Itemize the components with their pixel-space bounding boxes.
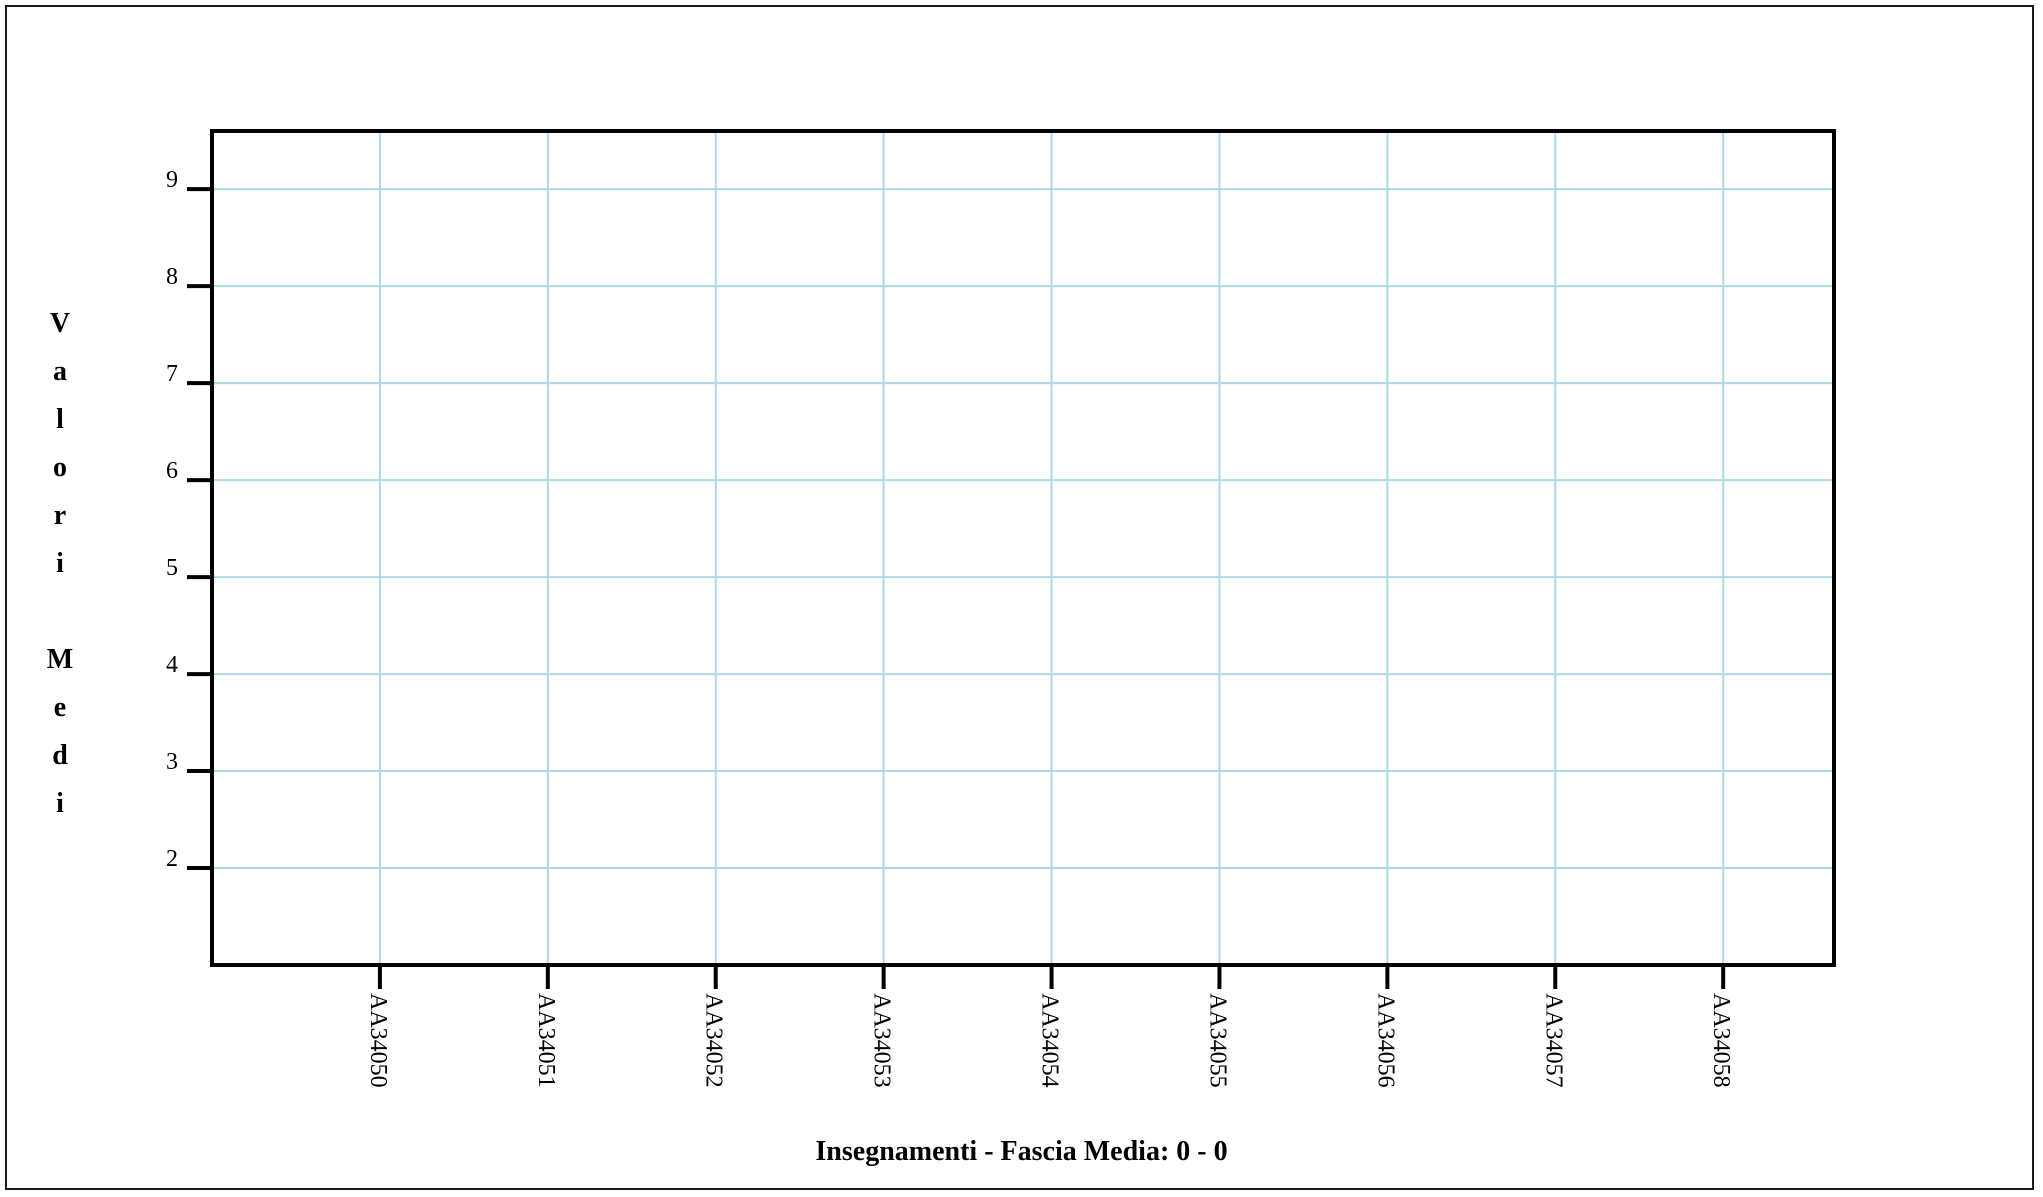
x-tick-label-AA34053: AA34053 bbox=[869, 993, 895, 1088]
y-tick-label-4: 4 bbox=[166, 652, 178, 678]
grid-lines bbox=[212, 131, 1834, 965]
plot-area-border bbox=[210, 129, 1836, 967]
x-tick-label-AA34058: AA34058 bbox=[1708, 993, 1734, 1088]
x-axis-ticks: AA34050 AA34051 AA34052 AA34053 AA34054 AA340… bbox=[365, 965, 1734, 1088]
x-tick-label-AA34051: AA34051 bbox=[533, 993, 559, 1088]
y-tick-label-9: 9 bbox=[166, 167, 178, 193]
y-axis-ticks: 2 3 4 5 6 7 8 9 bbox=[166, 167, 212, 872]
y-tick-label-3: 3 bbox=[166, 749, 178, 775]
x-tick-label-AA34052: AA34052 bbox=[701, 993, 727, 1088]
x-tick-label-AA34050: AA34050 bbox=[365, 993, 391, 1088]
y-tick-label-8: 8 bbox=[166, 264, 178, 290]
y-tick-label-2: 2 bbox=[166, 846, 178, 872]
y-tick-label-7: 7 bbox=[166, 361, 178, 387]
y-axis-label: V a l o r i M e d i bbox=[46, 308, 74, 819]
x-tick-label-AA34056: AA34056 bbox=[1372, 993, 1398, 1088]
y-tick-label-6: 6 bbox=[166, 458, 178, 484]
y-tick-label-5: 5 bbox=[166, 555, 178, 581]
x-axis-label: Insegnamenti - Fascia Media: 0 - 0 bbox=[815, 1136, 1228, 1167]
x-tick-label-AA34055: AA34055 bbox=[1204, 993, 1230, 1088]
chart-frame bbox=[5, 5, 2034, 1190]
x-tick-label-AA34054: AA34054 bbox=[1037, 993, 1063, 1088]
x-tick-label-AA34057: AA34057 bbox=[1540, 993, 1566, 1088]
